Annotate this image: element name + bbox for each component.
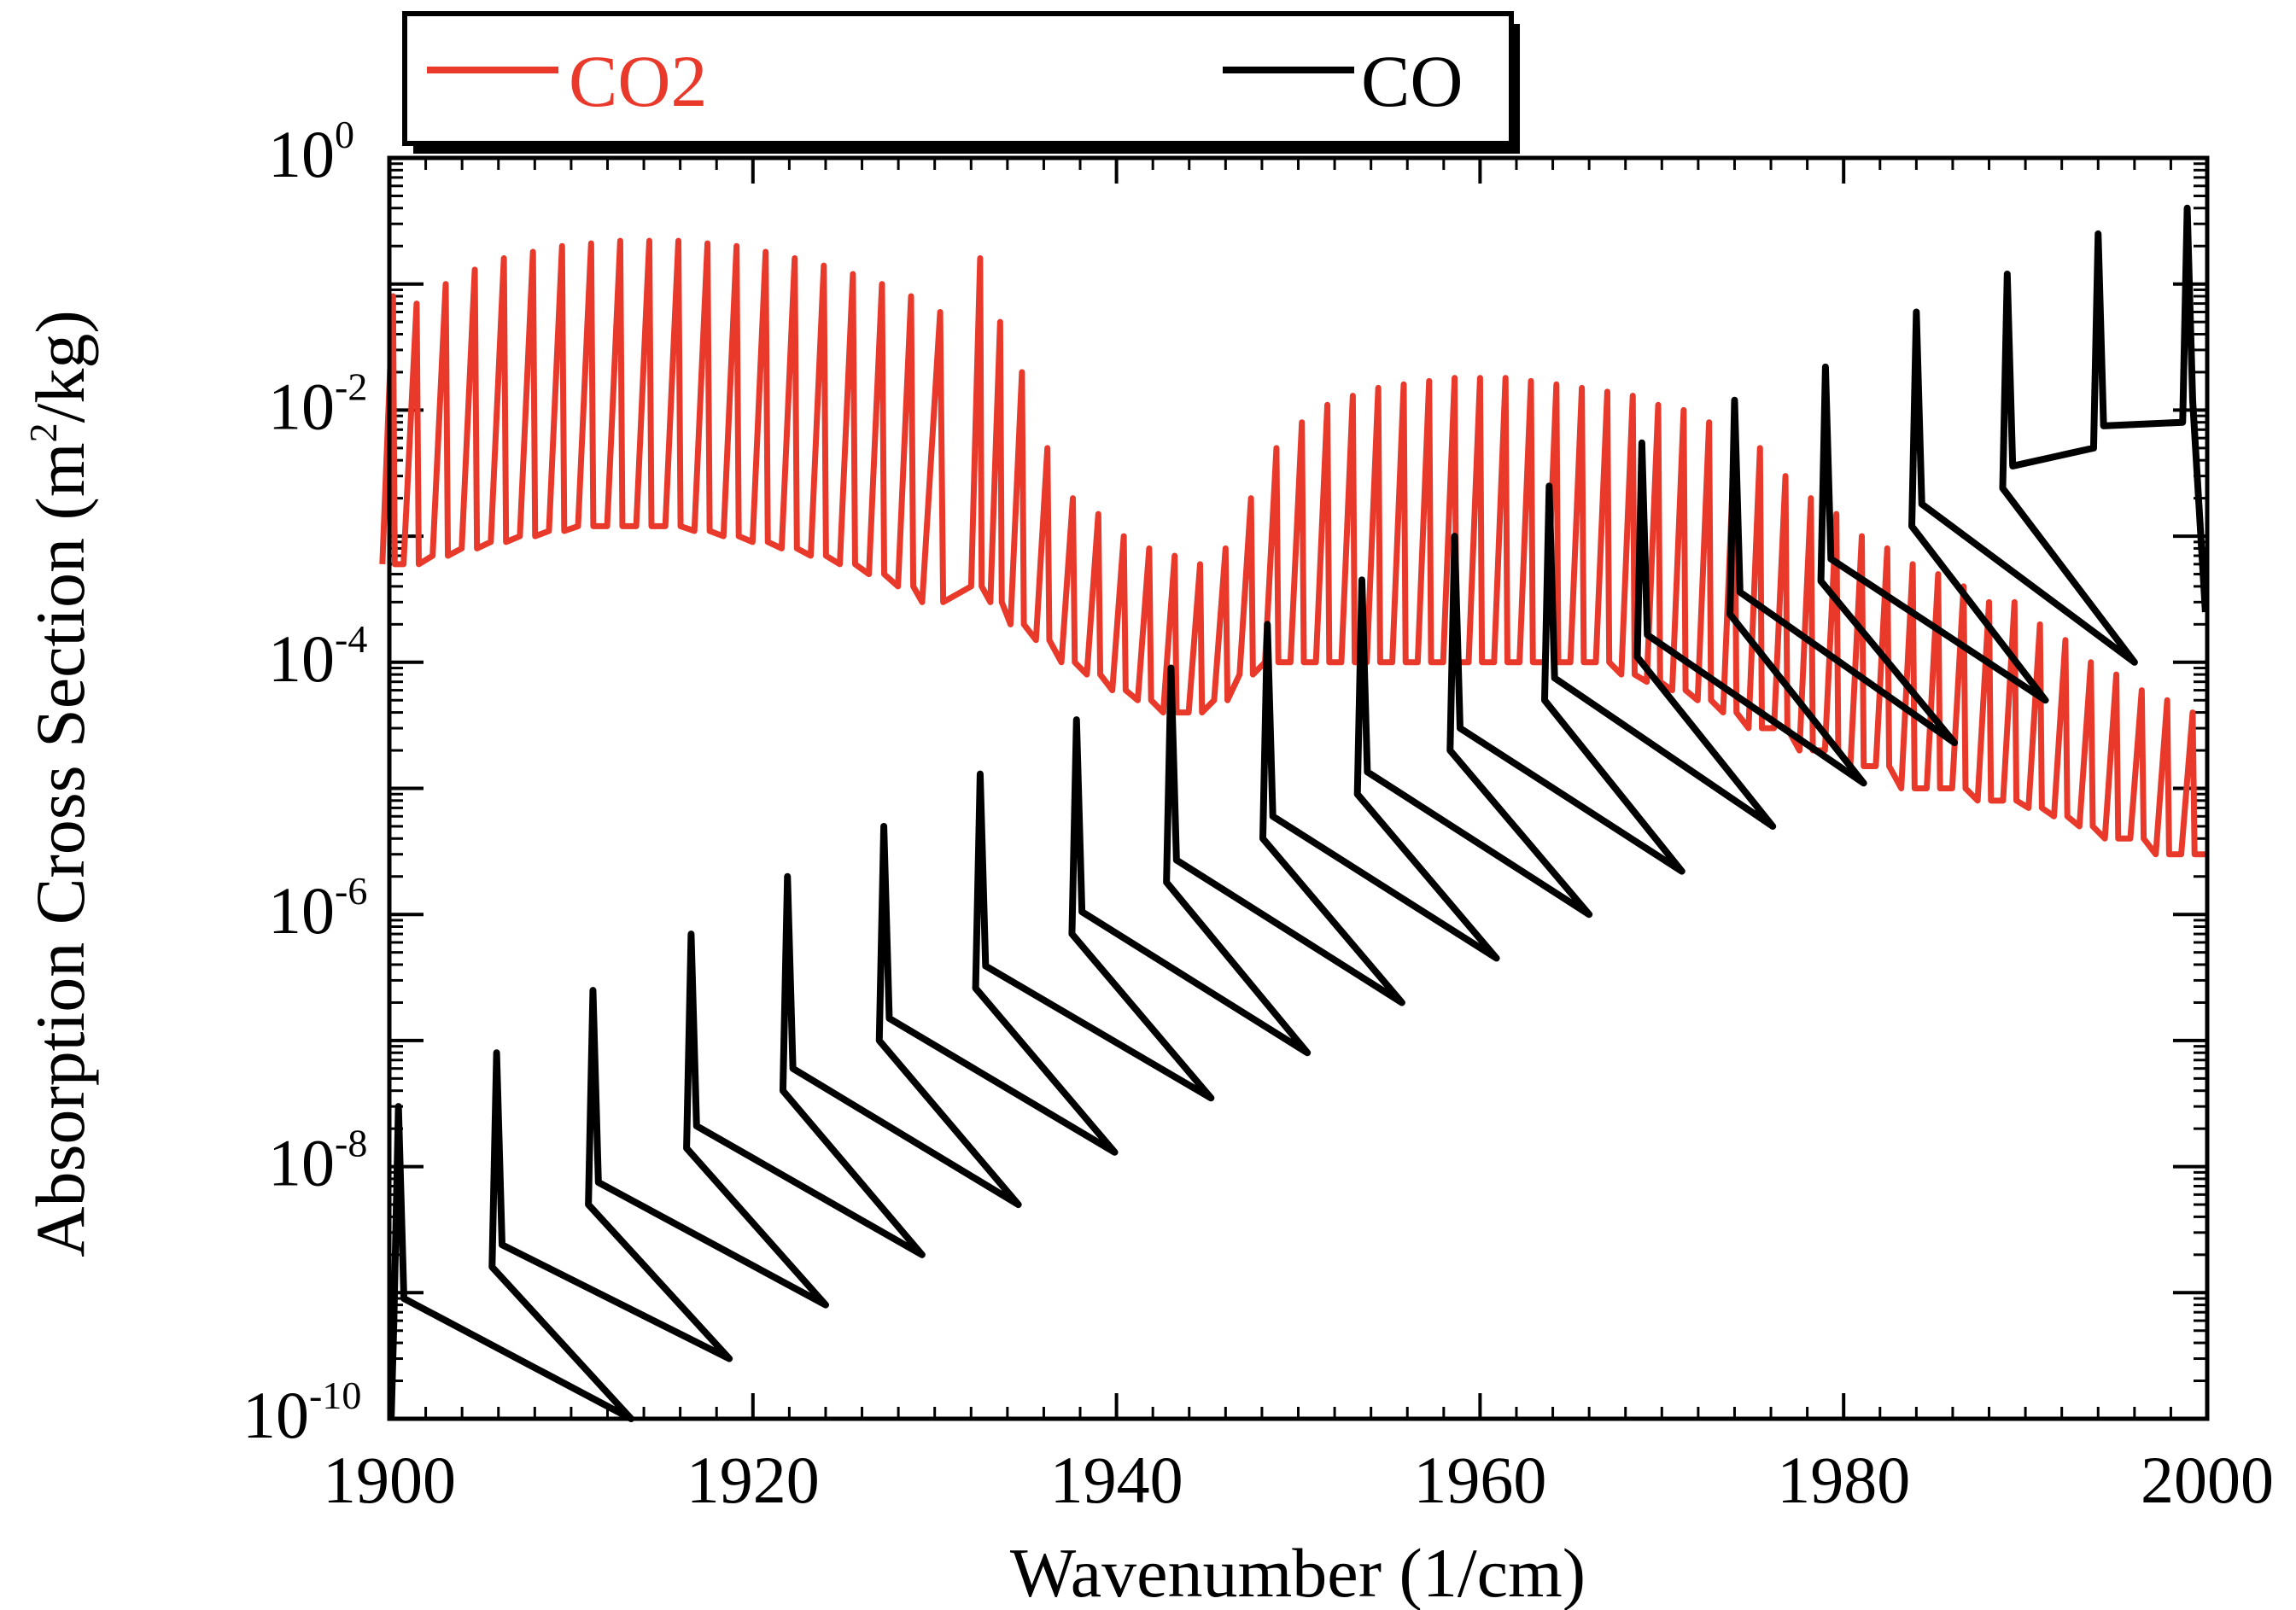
y-tick-base: 10 xyxy=(268,117,335,191)
y-tick-exponent: -10 xyxy=(309,1374,361,1417)
y-tick-label: 10 xyxy=(268,621,335,696)
x-tick-label: 1900 xyxy=(323,1443,456,1517)
legend: CO2 CO xyxy=(402,11,1520,154)
series-line-co xyxy=(388,204,2209,1422)
y-axis-title-prefix: Absorption Cross Section (m xyxy=(21,442,99,1257)
x-tick-labels: 1900 1920 1940 1960 1980 2000 xyxy=(323,1443,2274,1517)
y-tick-base: 10 xyxy=(242,1378,309,1452)
legend-box xyxy=(402,11,1514,146)
legend-label-co: CO xyxy=(1361,40,1463,122)
y-tick-base: 10 xyxy=(268,621,335,696)
x-tick-label: 1980 xyxy=(1777,1443,1910,1517)
y-tick-base: 10 xyxy=(268,369,335,443)
y-tick-label: 10 xyxy=(242,1378,309,1452)
y-tick-exponent: -4 xyxy=(335,617,367,661)
plot-area xyxy=(379,155,2210,1422)
x-tick-label: 2000 xyxy=(2141,1443,2274,1517)
y-tick-exponent: -2 xyxy=(335,365,367,408)
y-tick-label: 10 xyxy=(268,873,335,948)
y-tick-label: 10 xyxy=(268,117,335,191)
y-tick-label: 10 xyxy=(268,1126,335,1200)
major-ticks xyxy=(388,156,2209,1420)
y-axis-title: Absorption Cross Section (m2/kg) xyxy=(21,310,99,1257)
legend-label-co2: CO2 xyxy=(569,40,707,122)
y-axis-title-superscript: 2 xyxy=(21,423,65,442)
y-tick-label: 10 xyxy=(268,369,335,443)
y-tick-base: 10 xyxy=(268,1126,335,1200)
x-tick-label: 1920 xyxy=(686,1443,820,1517)
x-tick-label: 1960 xyxy=(1413,1443,1546,1517)
y-tick-exponent: -8 xyxy=(335,1122,367,1165)
y-tick-base: 10 xyxy=(268,873,335,948)
minor-ticks xyxy=(389,158,2207,1419)
series-line-co2 xyxy=(379,237,2205,858)
y-tick-exponent: 0 xyxy=(335,113,354,156)
y-tick-exponent: -6 xyxy=(335,869,367,913)
y-axis-title-suffix: /kg) xyxy=(21,310,99,423)
x-tick-label: 1940 xyxy=(1050,1443,1183,1517)
plot-frame xyxy=(387,155,2210,1421)
x-axis-title: Wavenumber (1/cm) xyxy=(1010,1534,1586,1610)
